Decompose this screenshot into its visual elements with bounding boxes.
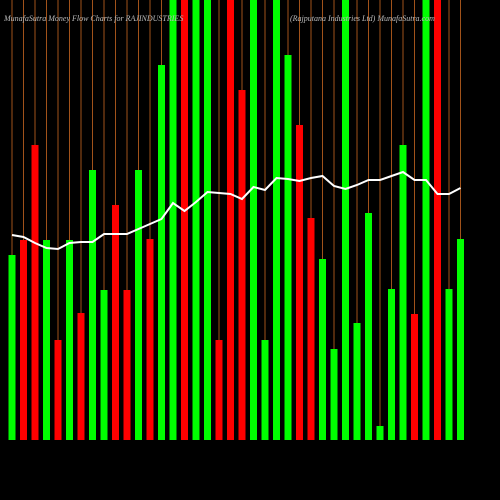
bar: [123, 290, 131, 440]
bar: [100, 290, 108, 440]
bar: [284, 55, 292, 440]
bar: [181, 0, 188, 440]
bar: [261, 340, 269, 440]
bar: [112, 205, 119, 440]
bar: [342, 0, 349, 440]
bar: [77, 313, 85, 440]
bar: [215, 340, 223, 440]
bar: [158, 65, 165, 440]
bar: [319, 259, 326, 440]
bar: [250, 0, 257, 440]
bar: [43, 240, 50, 440]
chart-subtitle: (Rajputana Industries Ltd) MunafaSutra.c…: [290, 14, 435, 23]
bar: [8, 255, 16, 440]
bar: [20, 240, 27, 440]
bar: [376, 426, 384, 440]
bar: [227, 0, 234, 440]
bar: [353, 323, 361, 440]
bar: [66, 240, 73, 440]
bar: [89, 170, 96, 440]
bar: [146, 239, 154, 440]
bar: [273, 0, 280, 440]
bar: [445, 289, 453, 440]
bar: [54, 340, 62, 440]
bar: [135, 170, 142, 440]
chart-title: MunafaSutra Money Flow Charts for RAJIND…: [3, 14, 183, 23]
bar: [169, 0, 177, 440]
bar: [296, 125, 303, 440]
bar: [457, 239, 464, 440]
bar: [399, 145, 407, 440]
bar: [238, 90, 246, 440]
bar: [192, 0, 200, 440]
bar: [204, 0, 211, 440]
bar: [330, 349, 338, 440]
bar: [434, 0, 441, 440]
bar: [307, 218, 315, 440]
bar: [422, 0, 430, 440]
bar: [365, 213, 372, 440]
bar: [411, 314, 418, 440]
bar: [31, 145, 39, 440]
bar: [388, 289, 395, 440]
price-line: [11, 170, 461, 251]
